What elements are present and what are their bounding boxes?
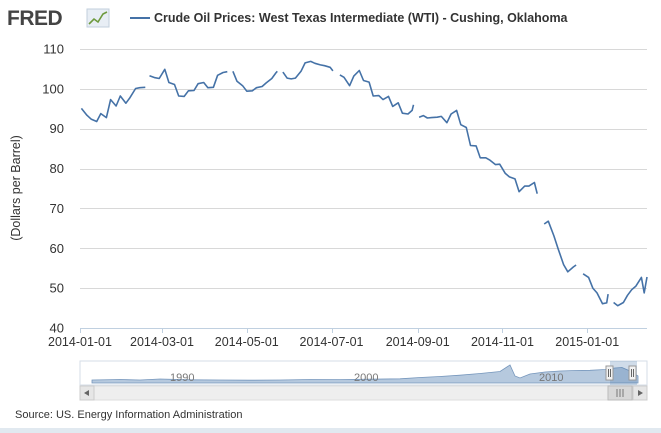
series-wti <box>80 60 648 307</box>
y-tick-label: 90 <box>50 121 64 136</box>
navigator-year-label: 2010 <box>539 372 563 384</box>
y-tick-label: 100 <box>42 81 64 96</box>
fred-logo-graph-line <box>88 11 108 25</box>
source-note: Source: US. Energy Information Administr… <box>15 409 242 421</box>
y-axis-ticks: 40 50 60 70 80 90 100 110 <box>42 42 64 336</box>
series-line-segment <box>149 68 228 98</box>
scroll-right-button[interactable] <box>632 385 648 401</box>
navigator[interactable]: 1990 2000 2010 <box>79 360 648 386</box>
series-line-segment <box>80 86 146 123</box>
x-tick-label: 2014-01-01 <box>48 335 112 349</box>
plot-area <box>80 43 647 333</box>
y-tick-label: 110 <box>43 42 64 57</box>
x-axis-ticks: 2014-01-01 2014-03-01 2014-05-01 2014-07-01… <box>48 328 619 349</box>
navigator-right-handle[interactable] <box>628 365 637 381</box>
legend-label: Crude Oil Prices: West Texas Intermediat… <box>154 11 569 25</box>
series-line-segment <box>339 69 415 115</box>
y-tick-label: 60 <box>50 241 64 256</box>
x-tick-label: 2014-03-01 <box>130 335 194 349</box>
y-tick-label: 80 <box>50 161 64 176</box>
series-line-segment <box>282 60 334 80</box>
x-tick-label: 2015-01-01 <box>555 335 619 349</box>
gridlines <box>80 49 647 289</box>
x-tick-label: 2014-05-01 <box>215 335 279 349</box>
series-line-segment <box>418 109 538 194</box>
scrollbar-track[interactable] <box>79 385 648 401</box>
arrow-left-icon <box>84 390 89 396</box>
series-line-segment <box>232 70 278 92</box>
series-line-segment <box>613 276 648 307</box>
navigator-right-handle-box <box>628 365 637 381</box>
x-tick-label: 2014-11-01 <box>471 335 534 349</box>
scroll-thumb[interactable] <box>607 385 633 401</box>
fred-logo-graph-icon <box>86 8 110 28</box>
fred-logo-text: FRED <box>7 7 63 30</box>
navigator-left-handle[interactable] <box>605 365 614 381</box>
series-line-segment <box>582 273 609 305</box>
navigator-year-label: 2000 <box>354 372 378 384</box>
navigator-left-handle-box <box>605 365 614 381</box>
scrollbar[interactable] <box>79 385 648 401</box>
navigator-year-label: 1990 <box>170 372 194 384</box>
y-tick-label: 70 <box>50 201 64 216</box>
fred-logo[interactable]: FRED <box>7 7 110 30</box>
x-tick-label: 2014-07-01 <box>300 335 364 349</box>
series-line-segment <box>543 220 577 273</box>
x-tick-label: 2014-09-01 <box>386 335 450 349</box>
y-tick-label: 50 <box>50 281 64 296</box>
scroll-left-button[interactable] <box>79 385 95 401</box>
y-axis-label: (Dollars per Barrel) <box>9 135 23 241</box>
y-tick-label: 40 <box>50 321 64 336</box>
legend[interactable]: Crude Oil Prices: West Texas Intermediat… <box>130 11 569 25</box>
arrow-right-icon <box>638 390 643 396</box>
